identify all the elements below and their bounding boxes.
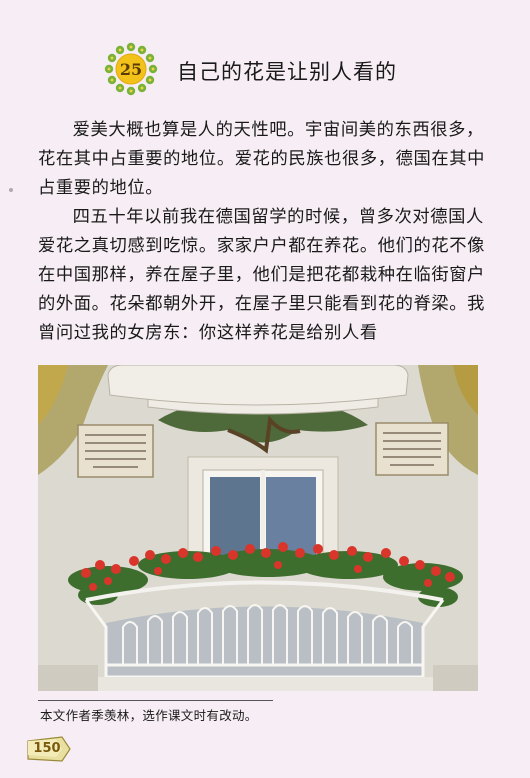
paper-speck xyxy=(9,188,13,192)
footnote: 本文作者季羡林，选作课文时有改动。 xyxy=(40,708,258,723)
balcony-flowers-photo xyxy=(38,365,478,691)
page-number-tab: 150 xyxy=(26,735,72,763)
lesson-title: 自己的花是让别人看的 xyxy=(177,60,397,84)
page-number: 150 xyxy=(33,741,61,756)
lesson-number: 25 xyxy=(120,60,142,79)
paragraph-2: 四五十年以前我在德国留学的时候，曾多次对德国人爱花之真切感到吃惊。家家户户都在养… xyxy=(38,207,486,343)
page-tab-icon xyxy=(27,736,71,762)
balcony-illustration xyxy=(38,365,478,691)
footnote-rule xyxy=(38,700,273,701)
article-body: 爱美大概也算是人的天性吧。宇宙间美的东西很多，花在其中占重要的地位。爱花的民族也… xyxy=(38,116,488,348)
flower-badge-icon: 25 xyxy=(104,42,158,96)
paragraph-1: 爱美大概也算是人的天性吧。宇宙间美的东西很多，花在其中占重要的地位。爱花的民族也… xyxy=(38,120,486,198)
lesson-header: 25 自己的花是让别人看的 xyxy=(104,42,504,98)
